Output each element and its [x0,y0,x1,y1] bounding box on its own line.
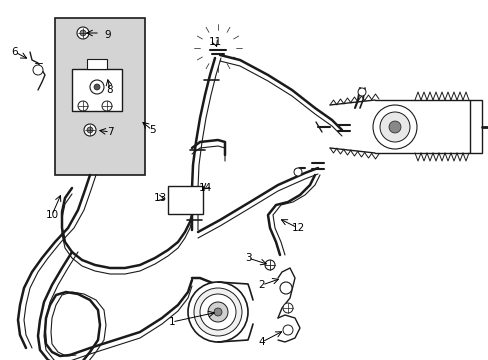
Text: 13: 13 [153,193,166,203]
Text: 3: 3 [244,253,251,263]
Circle shape [78,101,88,111]
Circle shape [90,80,104,94]
Circle shape [77,27,89,39]
Circle shape [357,88,365,96]
Circle shape [379,112,409,142]
Circle shape [283,303,292,313]
Bar [72,69,122,111]
Circle shape [372,105,416,149]
Bar [469,100,481,153]
Text: 10: 10 [45,210,59,220]
Text: 7: 7 [106,127,113,137]
Circle shape [388,121,400,133]
Circle shape [280,282,291,294]
Circle shape [293,168,302,176]
Circle shape [187,282,247,342]
Text: 2: 2 [258,280,265,290]
Bar [168,186,203,214]
Bar [87,59,107,69]
Text: 1: 1 [168,317,175,327]
Circle shape [200,294,236,330]
Circle shape [194,288,242,336]
Circle shape [80,30,86,36]
Circle shape [283,325,292,335]
Circle shape [214,308,222,316]
Text: 11: 11 [208,37,221,47]
Circle shape [87,127,93,133]
Text: 4: 4 [258,337,265,347]
Circle shape [33,65,43,75]
Circle shape [102,101,112,111]
Text: 9: 9 [104,30,111,40]
Text: 5: 5 [148,125,155,135]
Circle shape [207,302,227,322]
Circle shape [94,84,100,90]
Circle shape [264,260,274,270]
Text: 14: 14 [198,183,211,193]
Bar [55,18,145,175]
Text: 6: 6 [12,47,18,57]
Text: 12: 12 [291,223,304,233]
Text: 8: 8 [106,85,113,95]
Circle shape [84,124,96,136]
